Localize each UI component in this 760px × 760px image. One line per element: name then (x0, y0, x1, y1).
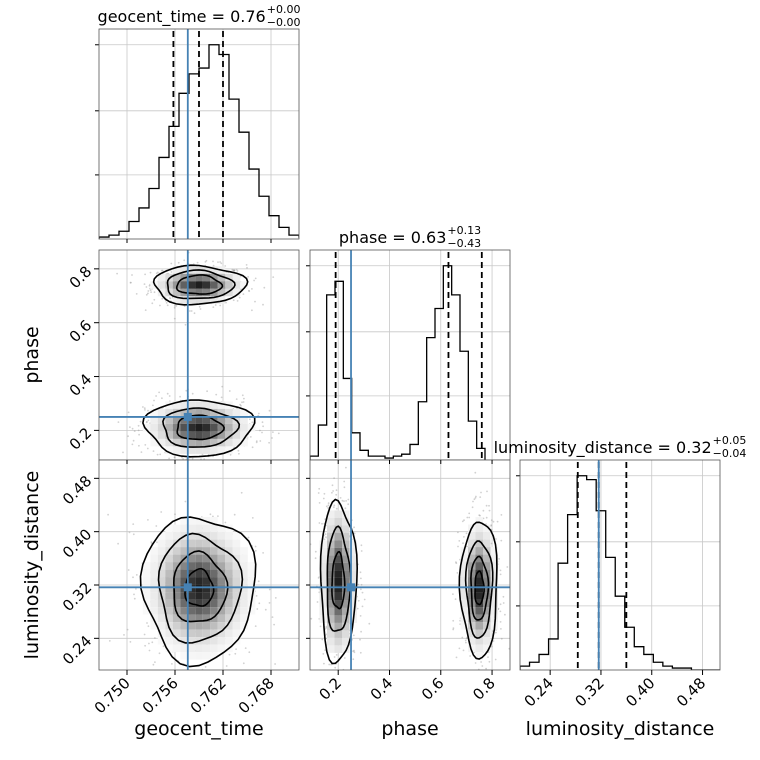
title-minus-geocent_time: −0.00 (267, 16, 301, 29)
title-minus-phase: −0.43 (447, 237, 481, 250)
hist-panel-luminosity_distance (516, 459, 721, 671)
x-tick-label: 0.48 (673, 674, 709, 710)
y-tick-label: 0.40 (59, 525, 95, 561)
x-axis-label-luminosity_distance: luminosity_distance (526, 718, 715, 740)
x-tick-label: 0.768 (235, 674, 278, 717)
title-main-geocent_time: geocent_time = 0.76 (98, 7, 266, 27)
x-tick-label: 0.32 (571, 674, 607, 710)
hist-panel-phase (306, 249, 511, 461)
y-tick-label: 0.4 (66, 370, 96, 400)
hist-panel-geocent_time (95, 28, 300, 240)
contour-line (470, 555, 490, 621)
title-plus-luminosity_distance: +0.05 (713, 434, 747, 447)
contour-line (139, 516, 257, 668)
x-tick-label: 0.2 (315, 674, 345, 704)
contour-line (175, 274, 224, 295)
hist-step-geocent_time (99, 44, 299, 239)
x-tick-label: 0.40 (622, 674, 658, 710)
contour-line (166, 269, 236, 300)
y-tick-label: 0.2 (66, 424, 96, 454)
y-axis-label-luminosity_distance: luminosity_distance (21, 471, 43, 660)
x-tick-label: 0.8 (469, 674, 499, 704)
y-tick-label: 0.48 (59, 472, 95, 508)
truth-marker (347, 583, 356, 592)
y-axis-label-phase: phase (21, 326, 43, 383)
title-main-luminosity_distance: luminosity_distance = 0.32 (494, 438, 712, 458)
y-tick-label: 0.6 (66, 316, 96, 346)
contour-line (157, 532, 244, 644)
x-tick-label: 0.24 (521, 674, 557, 710)
contour-line (458, 521, 498, 660)
scatter-panel-geocent_time-phase (98, 249, 300, 461)
title-phase: phase = 0.63 +0.13−0.43 (339, 224, 481, 250)
y-tick-label: 0.24 (59, 632, 95, 668)
title-luminosity_distance: luminosity_distance = 0.32 +0.05−0.04 (494, 434, 747, 460)
x-axis-label-phase: phase (381, 718, 438, 740)
x-tick-label: 0.6 (418, 674, 448, 704)
x-tick-label: 0.750 (91, 674, 134, 717)
hist-step-luminosity_distance (520, 475, 720, 670)
title-minus-luminosity_distance: −0.04 (713, 447, 747, 460)
contour-line (319, 498, 359, 665)
truth-marker (183, 583, 192, 592)
title-main-phase: phase = 0.63 (339, 228, 446, 247)
contour-line (464, 540, 494, 639)
x-tick-label: 0.762 (187, 674, 230, 717)
contour-line (152, 264, 249, 306)
hist-step-phase (310, 265, 486, 460)
title-plus-geocent_time: +0.00 (267, 3, 301, 16)
scatter-panel-geocent_time-luminosity_distance (98, 459, 300, 671)
x-tick-label: 0.4 (367, 674, 397, 704)
contour-line (326, 525, 352, 632)
y-tick-label: 0.8 (66, 262, 96, 292)
contour-line (162, 407, 241, 448)
y-tick-label: 0.32 (59, 579, 95, 615)
truth-marker (183, 412, 192, 421)
scatter-panel-phase-luminosity_distance (309, 459, 511, 671)
contour-line (142, 399, 256, 458)
title-geocent_time: geocent_time = 0.76 +0.00−0.00 (98, 3, 301, 29)
x-axis-label-geocent_time: geocent_time (134, 718, 263, 740)
contour-line (331, 550, 346, 610)
contour-line (172, 550, 229, 623)
contour-line (474, 570, 485, 606)
x-tick-label: 0.756 (139, 674, 182, 717)
title-plus-phase: +0.13 (447, 224, 481, 237)
